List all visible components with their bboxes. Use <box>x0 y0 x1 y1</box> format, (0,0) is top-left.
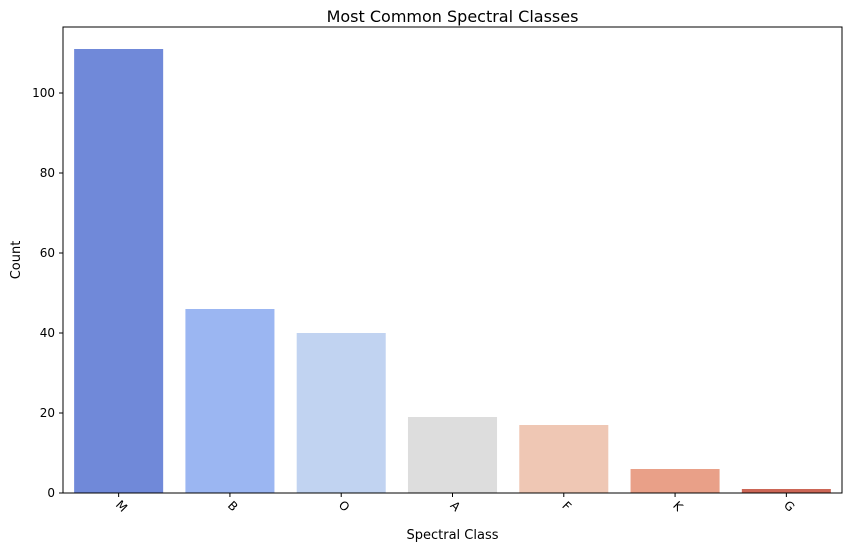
bar-o <box>296 333 386 493</box>
x-tick-label: F <box>559 499 574 514</box>
y-tick-label: 60 <box>40 246 55 260</box>
x-tick-label: A <box>447 498 463 514</box>
bar-b <box>185 309 275 493</box>
bars-group <box>74 49 831 493</box>
chart-title: Most Common Spectral Classes <box>327 7 579 26</box>
plot-frame <box>62 26 843 494</box>
x-tick-label: G <box>781 498 797 514</box>
y-tick-label: 80 <box>40 166 55 180</box>
bar-k <box>630 469 720 493</box>
x-tick-label: O <box>336 498 353 515</box>
bar-g <box>741 489 831 493</box>
x-axis-label: Spectral Class <box>406 528 498 543</box>
y-axis: 0 20 40 60 80 100 <box>32 86 63 500</box>
y-tick-label: 0 <box>47 486 55 500</box>
y-tick-label: 40 <box>40 326 55 340</box>
x-tick-label: B <box>225 498 241 514</box>
y-tick-label: 20 <box>40 406 55 420</box>
y-tick-label: 100 <box>32 86 55 100</box>
bar-m <box>74 49 164 493</box>
bar-a <box>407 417 498 493</box>
bar-f <box>519 425 609 493</box>
y-axis-label: Count <box>9 241 24 280</box>
x-tick-label: K <box>670 498 686 514</box>
x-tick-label: M <box>113 498 130 515</box>
